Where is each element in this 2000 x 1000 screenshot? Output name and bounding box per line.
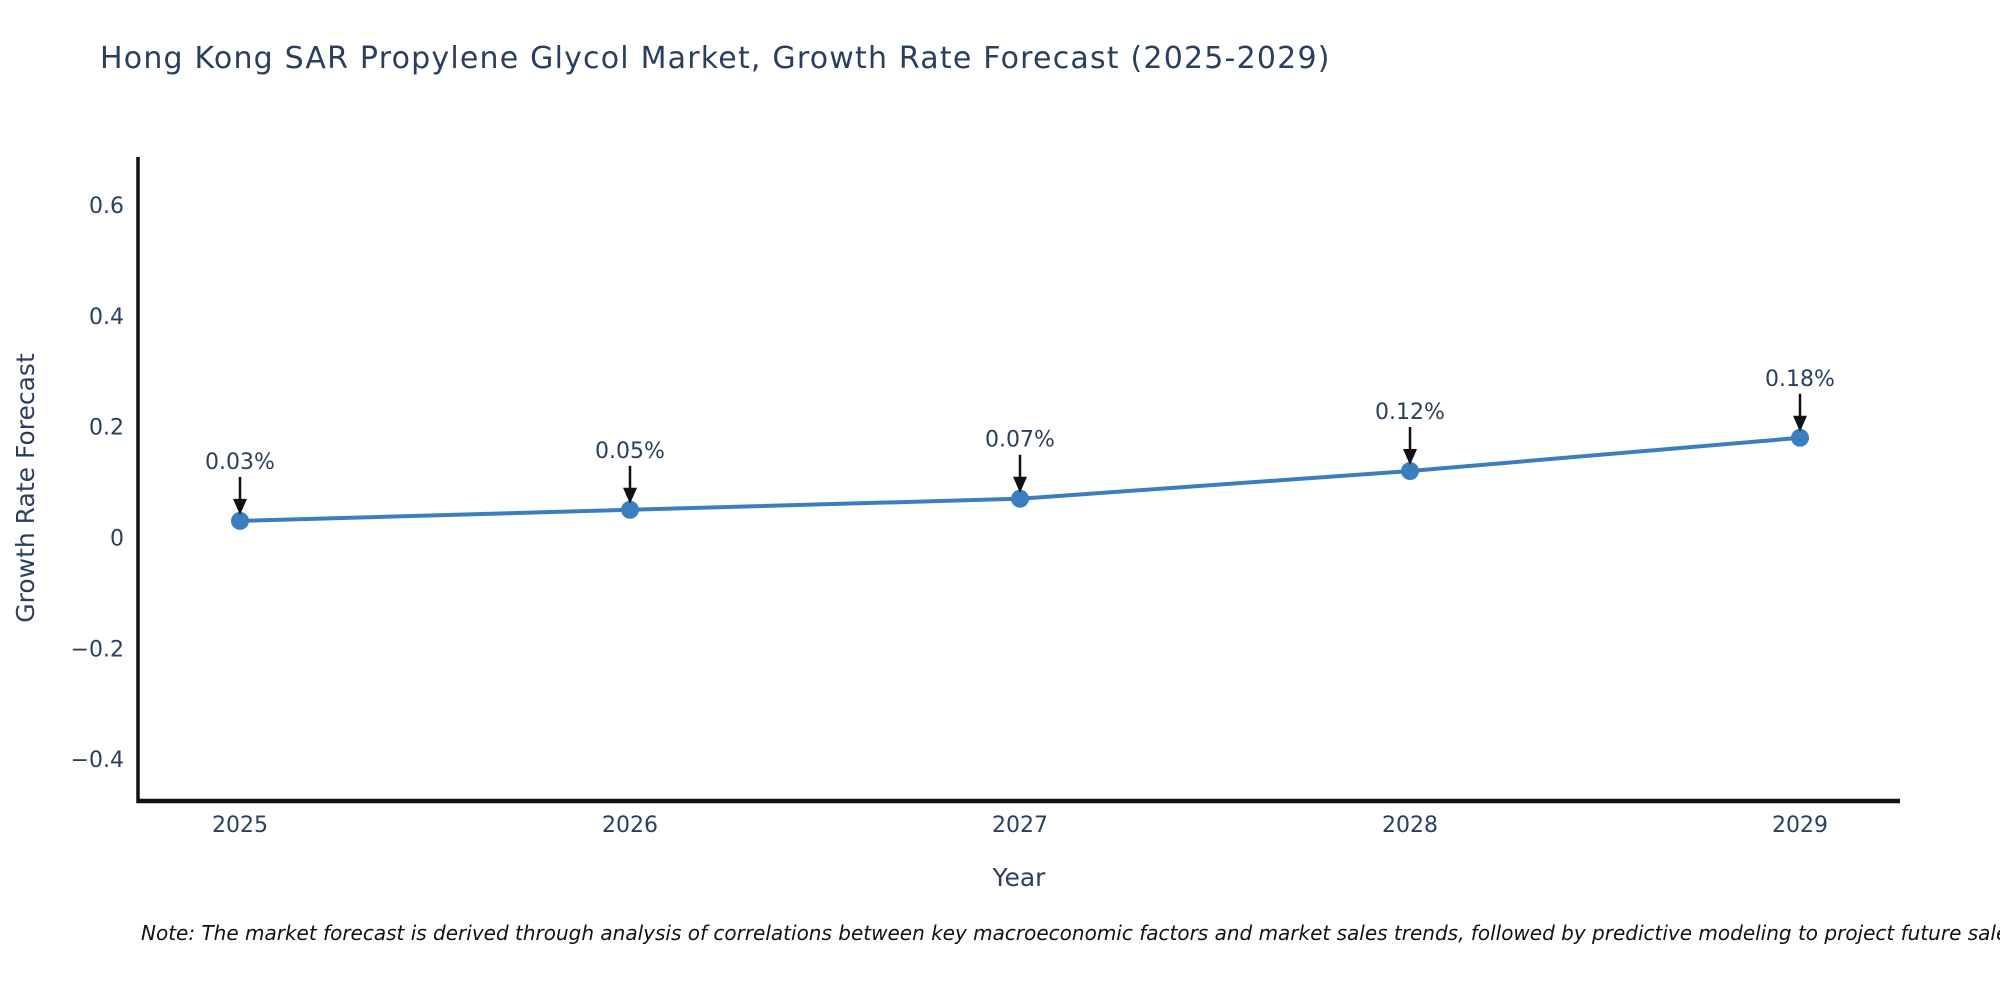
annotation-arrowhead-icon (623, 487, 637, 504)
data-point-marker (231, 511, 249, 530)
annotation-arrowhead-icon (1403, 449, 1417, 466)
data-point-marker (621, 500, 639, 519)
y-tick-label: 0.6 (89, 194, 124, 219)
annotation-arrowhead-icon (1793, 415, 1807, 432)
point-value-label: 0.03% (205, 450, 275, 475)
x-tick-label: 2025 (212, 813, 268, 838)
y-axis-title: Growth Rate Forecast (11, 353, 40, 623)
y-tick-label: 0.2 (89, 416, 124, 441)
y-tick-label: −0.4 (71, 748, 124, 773)
data-point-marker (1011, 489, 1029, 508)
y-tick-label: −0.2 (71, 637, 124, 662)
data-point-annotations: 0.03% 0.05% 0.07% 0.12% 0.18% (205, 367, 1835, 515)
y-tick-label: 0.4 (89, 305, 124, 330)
x-axis-title: Year (992, 863, 1047, 892)
annotation-arrowhead-icon (233, 498, 247, 515)
point-value-label: 0.18% (1765, 367, 1835, 392)
data-point-marker (1791, 428, 1809, 447)
point-value-label: 0.12% (1375, 400, 1445, 425)
x-tick-label: 2029 (1772, 813, 1828, 838)
point-value-label: 0.05% (595, 439, 665, 464)
point-value-label: 0.07% (985, 428, 1055, 453)
y-tick-label: 0 (110, 527, 124, 552)
y-axis-tick-labels: 0.6 0.4 0.2 0 −0.2 −0.4 (71, 194, 124, 773)
x-tick-label: 2026 (602, 813, 658, 838)
data-point-marker (1401, 462, 1419, 481)
x-tick-label: 2027 (992, 813, 1048, 838)
x-tick-label: 2028 (1382, 813, 1438, 838)
annotation-arrowhead-icon (1013, 476, 1027, 493)
x-axis-tick-labels: 2025 2026 2027 2028 2029 (212, 813, 1828, 838)
footnote: Note: The market forecast is derived thr… (141, 921, 2000, 945)
forecast-line-series (231, 428, 1809, 530)
chart-title: Hong Kong SAR Propylene Glycol Market, G… (100, 41, 1331, 76)
